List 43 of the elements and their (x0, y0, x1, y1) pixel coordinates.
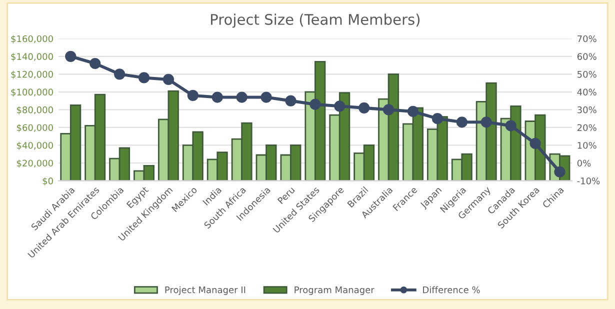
point (114, 68, 126, 80)
point (554, 166, 566, 178)
y2-tick-label: 40% (577, 88, 596, 96)
y2-tick-label: 50% (578, 70, 596, 78)
y-tick-label: $0 (42, 177, 53, 186)
point (90, 58, 101, 70)
legend-label: Program Manager (294, 286, 374, 295)
y2-tick-label: 70% (578, 35, 596, 42)
chart-title: Project Size (Team Members) (211, 14, 420, 28)
y2-tick-label: 0% (577, 160, 591, 167)
point (187, 90, 198, 102)
legend-label: Difference % (423, 286, 480, 294)
point (285, 95, 296, 106)
point (236, 92, 248, 103)
y2-tick-label: 20% (577, 124, 596, 132)
point (310, 98, 321, 110)
point (456, 116, 468, 128)
point (505, 120, 516, 132)
point (358, 102, 370, 114)
y2-tick-label: 60% (577, 53, 596, 60)
y2-tick-label: 10% (578, 142, 596, 149)
point (212, 92, 223, 103)
y-tick-label: $120,000 (11, 70, 53, 79)
y-tick-label: $20,000 (16, 160, 53, 168)
y-tick-label: $100,000 (11, 88, 53, 97)
point (162, 74, 174, 86)
y-tick-label: $160,000 (11, 35, 53, 44)
point (432, 113, 444, 124)
point (407, 106, 419, 118)
y-tick-label: $40,000 (16, 142, 53, 150)
y-tick-label: $80,000 (16, 106, 53, 114)
y-tick-label: $60,000 (16, 124, 53, 132)
point (138, 72, 150, 84)
point (480, 116, 492, 128)
y2-tick-label: 30% (578, 106, 596, 114)
y2-tick-label: -10% (577, 177, 600, 184)
point (530, 138, 541, 150)
point (260, 92, 272, 103)
y-tick-label: $140,000 (11, 52, 53, 62)
point (382, 104, 394, 116)
point (65, 50, 76, 62)
legend-label: Project Manager II (165, 286, 246, 295)
point (334, 100, 346, 112)
